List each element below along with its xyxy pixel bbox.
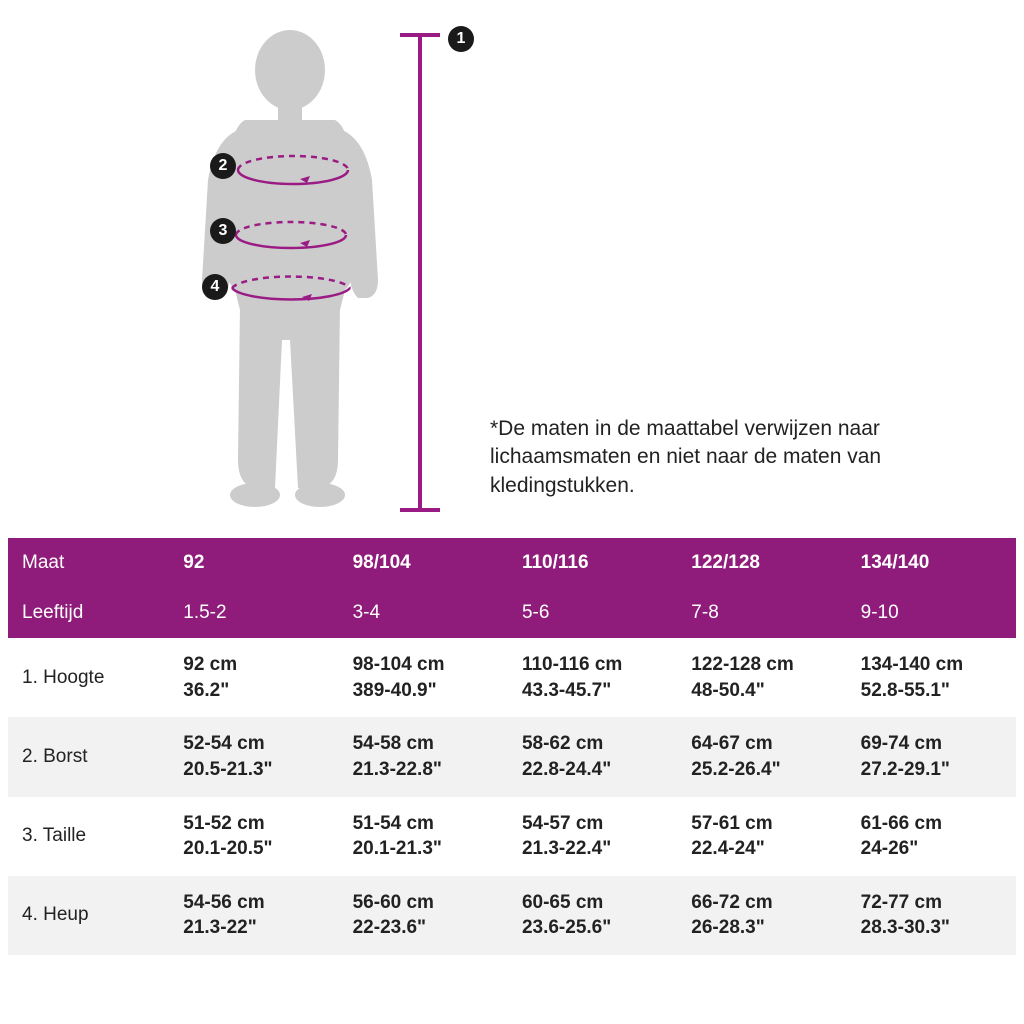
header-age: 7-8 bbox=[677, 588, 846, 638]
table-body: 1. Hoogte92 cm36.2"98-104 cm389-40.9"110… bbox=[8, 638, 1016, 955]
badge-4: 4 bbox=[202, 274, 228, 300]
badge-1: 1 bbox=[448, 26, 474, 52]
cell-value: 57-61 cm22.4-24" bbox=[677, 797, 846, 876]
cell-value: 110-116 cm43.3-45.7" bbox=[508, 638, 677, 717]
cell-value: 72-77 cm28.3-30.3" bbox=[847, 876, 1016, 955]
row-label: 2. Borst bbox=[8, 717, 169, 796]
header-size-label: Maat bbox=[8, 538, 169, 588]
cell-value: 56-60 cm22-23.6" bbox=[339, 876, 508, 955]
cell-value: 52-54 cm20.5-21.3" bbox=[169, 717, 338, 796]
header-age: 3-4 bbox=[339, 588, 508, 638]
header-age: 5-6 bbox=[508, 588, 677, 638]
table-row: 1. Hoogte92 cm36.2"98-104 cm389-40.9"110… bbox=[8, 638, 1016, 717]
cell-value: 66-72 cm26-28.3" bbox=[677, 876, 846, 955]
header-size: 122/128 bbox=[677, 538, 846, 588]
header-size: 98/104 bbox=[339, 538, 508, 588]
size-table: Maat 92 98/104 110/116 122/128 134/140 L… bbox=[8, 538, 1016, 955]
table-row: 4. Heup54-56 cm21.3-22"56-60 cm22-23.6"6… bbox=[8, 876, 1016, 955]
header-age: 9-10 bbox=[847, 588, 1016, 638]
table-header: Maat 92 98/104 110/116 122/128 134/140 L… bbox=[8, 538, 1016, 638]
header-size: 110/116 bbox=[508, 538, 677, 588]
disclaimer-note: *De maten in de maattabel verwijzen naar… bbox=[490, 415, 1004, 500]
header-size: 134/140 bbox=[847, 538, 1016, 588]
cell-value: 54-58 cm21.3-22.8" bbox=[339, 717, 508, 796]
table-row: 2. Borst52-54 cm20.5-21.3"54-58 cm21.3-2… bbox=[8, 717, 1016, 796]
table-row: 3. Taille51-52 cm20.1-20.5"51-54 cm20.1-… bbox=[8, 797, 1016, 876]
header-age-label: Leeftijd bbox=[8, 588, 169, 638]
cell-value: 134-140 cm52.8-55.1" bbox=[847, 638, 1016, 717]
badge-3: 3 bbox=[210, 218, 236, 244]
cell-value: 122-128 cm48-50.4" bbox=[677, 638, 846, 717]
cell-value: 92 cm36.2" bbox=[169, 638, 338, 717]
measurement-diagram: 1 2 3 4 bbox=[20, 20, 480, 530]
cell-value: 98-104 cm389-40.9" bbox=[339, 638, 508, 717]
cell-value: 61-66 cm24-26" bbox=[847, 797, 1016, 876]
row-label: 4. Heup bbox=[8, 876, 169, 955]
header-age: 1.5-2 bbox=[169, 588, 338, 638]
cell-value: 51-54 cm20.1-21.3" bbox=[339, 797, 508, 876]
cell-value: 54-56 cm21.3-22" bbox=[169, 876, 338, 955]
cell-value: 64-67 cm25.2-26.4" bbox=[677, 717, 846, 796]
cell-value: 60-65 cm23.6-25.6" bbox=[508, 876, 677, 955]
cell-value: 69-74 cm27.2-29.1" bbox=[847, 717, 1016, 796]
cell-value: 58-62 cm22.8-24.4" bbox=[508, 717, 677, 796]
top-area: 1 2 3 4 *De maten in de maattabel verwij… bbox=[0, 0, 1024, 530]
cell-value: 51-52 cm20.1-20.5" bbox=[169, 797, 338, 876]
header-size: 92 bbox=[169, 538, 338, 588]
row-label: 1. Hoogte bbox=[8, 638, 169, 717]
row-label: 3. Taille bbox=[8, 797, 169, 876]
cell-value: 54-57 cm21.3-22.4" bbox=[508, 797, 677, 876]
badge-2: 2 bbox=[210, 153, 236, 179]
diagram-svg bbox=[20, 20, 480, 530]
note-area: *De maten in de maattabel verwijzen naar… bbox=[480, 415, 1004, 530]
